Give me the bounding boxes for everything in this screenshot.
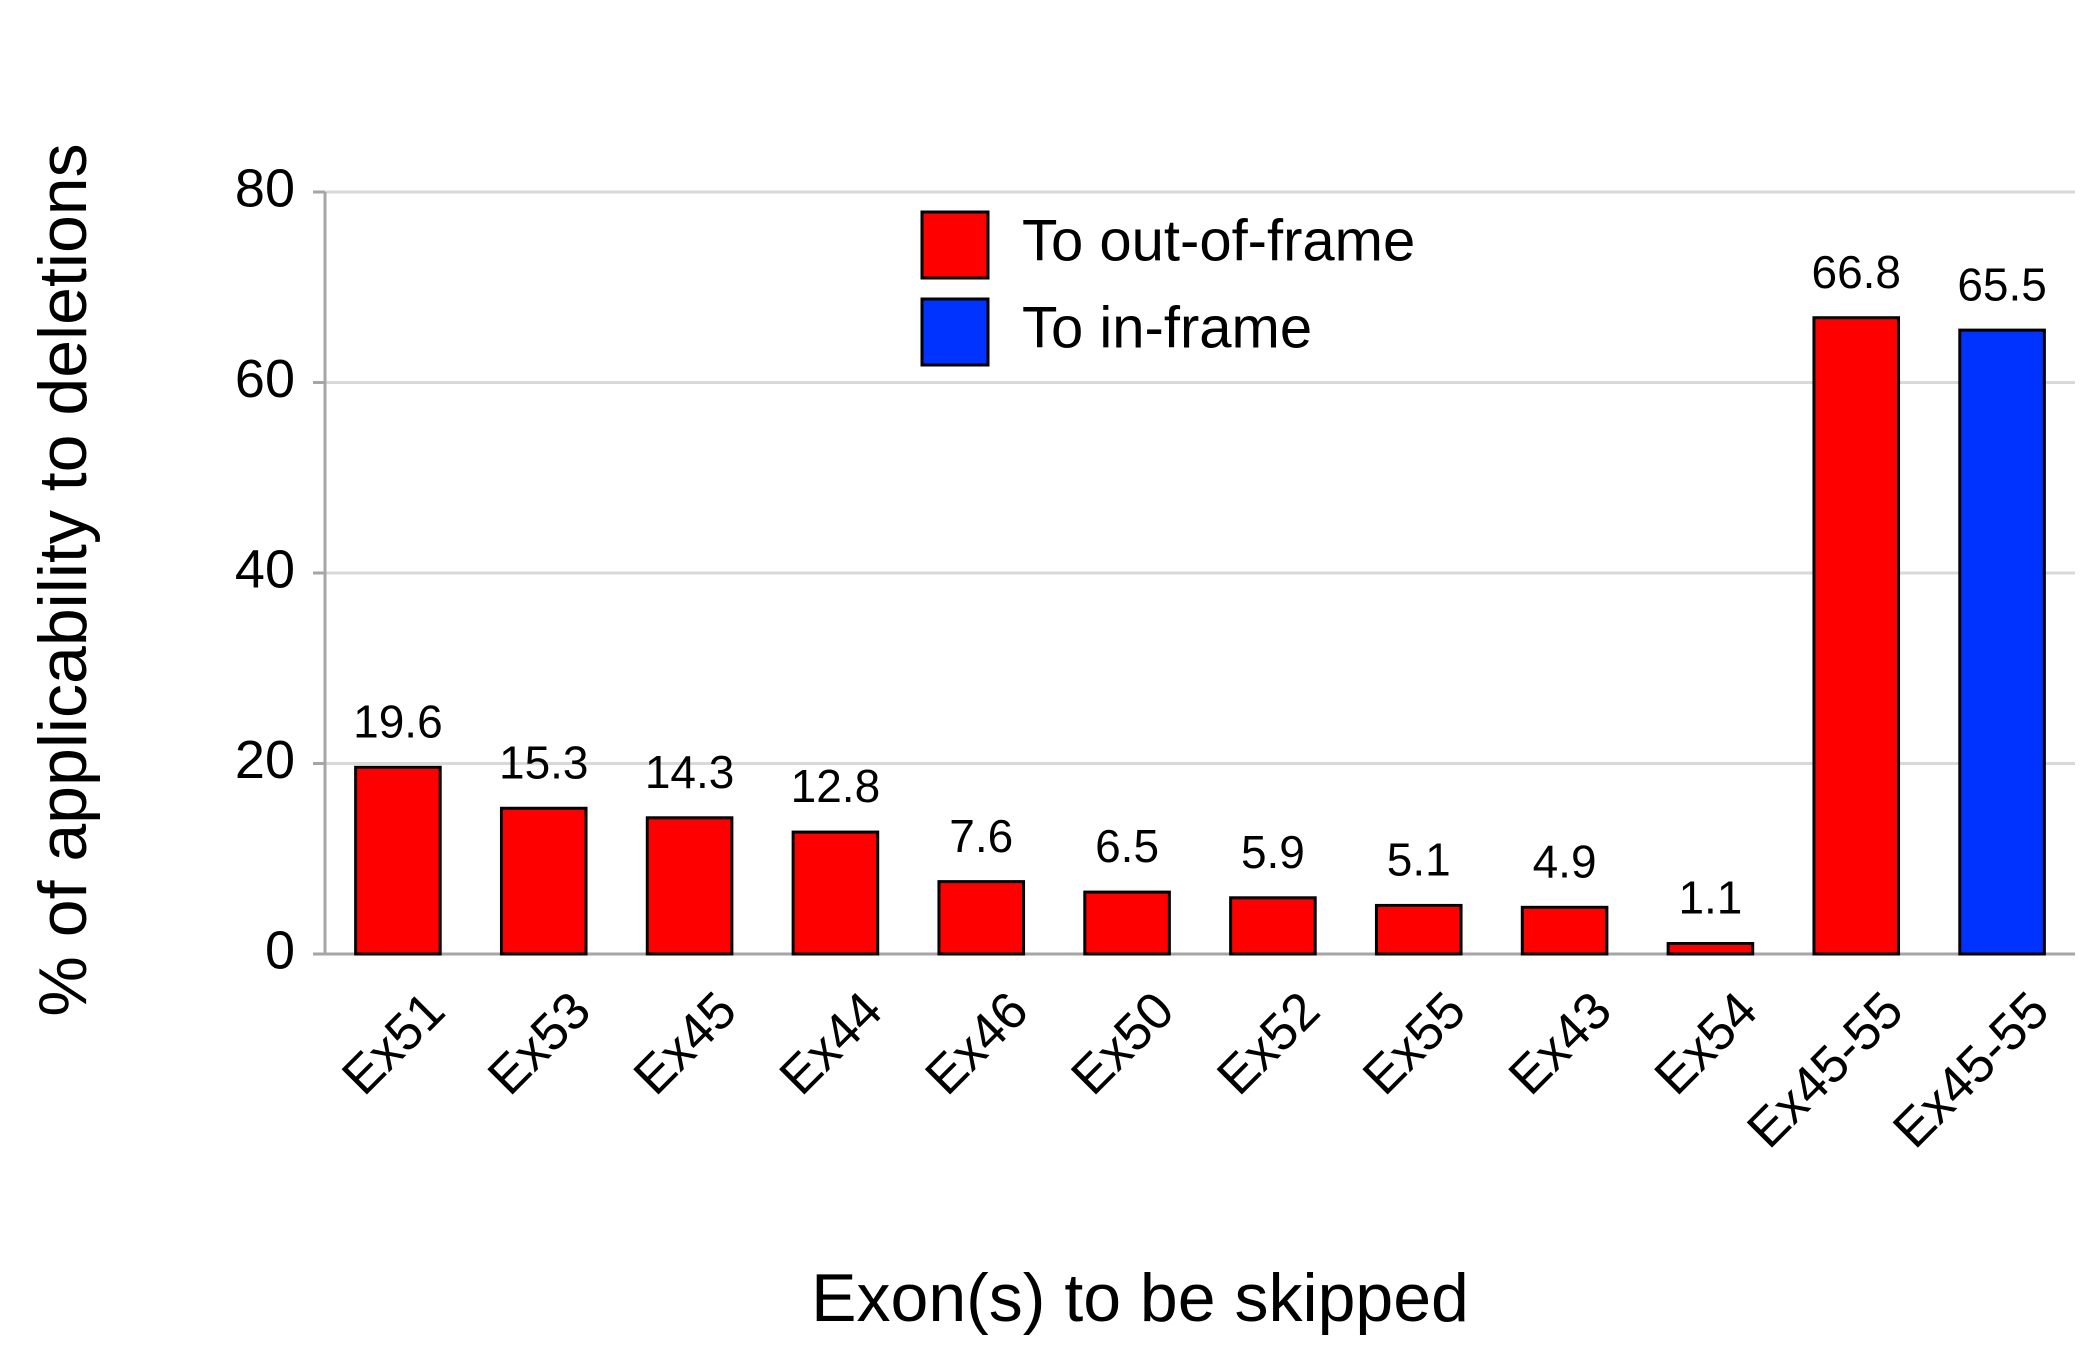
bar — [354, 765, 442, 956]
bar — [1520, 905, 1609, 956]
y-tick-label: 60 — [235, 349, 295, 409]
bar — [1666, 942, 1755, 956]
x-tick-label: Ex53 — [477, 981, 602, 1106]
x-tick-label: Ex50 — [1060, 981, 1185, 1106]
value-label: 15.3 — [499, 736, 589, 788]
x-tick-label: Ex46 — [915, 981, 1040, 1106]
x-tick-label: Ex55 — [1352, 981, 1477, 1106]
x-tick-label: Ex54 — [1644, 981, 1769, 1106]
value-label: 6.5 — [1095, 820, 1159, 872]
x-tick-label: Ex52 — [1206, 981, 1331, 1106]
y-tick-label: 0 — [265, 920, 295, 980]
value-label: 4.9 — [1533, 835, 1597, 887]
value-label: 7.6 — [949, 810, 1013, 862]
bar — [645, 816, 734, 956]
value-label: 5.9 — [1241, 826, 1305, 878]
y-axis-title: % of applicability to deletions — [25, 143, 101, 1016]
value-label: 65.5 — [1957, 258, 2047, 310]
y-tick-label: 40 — [235, 539, 295, 599]
y-tick-label: 80 — [235, 158, 295, 218]
legend-swatch — [920, 210, 990, 280]
x-tick-label: Ex51 — [331, 981, 456, 1106]
x-tick-label: Ex43 — [1498, 981, 1623, 1106]
y-tick-label: 20 — [235, 730, 295, 790]
bar — [1958, 328, 2046, 956]
x-tick-label: Ex45-55 — [1736, 981, 1914, 1159]
value-label: 19.6 — [353, 695, 443, 747]
bar — [1374, 903, 1463, 956]
bar — [1083, 890, 1171, 956]
bar — [791, 830, 880, 956]
value-label: 66.8 — [1811, 246, 1901, 298]
bar — [1812, 316, 1901, 956]
legend-label: To out-of-frame — [1022, 208, 1415, 273]
bar — [1229, 896, 1317, 956]
bar — [499, 806, 588, 956]
legend-label: To in-frame — [1022, 295, 1312, 360]
value-label: 5.1 — [1387, 834, 1451, 886]
value-label: 14.3 — [645, 746, 735, 798]
x-tick-label: Ex45-55 — [1882, 981, 2060, 1159]
x-tick-label: Ex44 — [769, 981, 894, 1106]
legend-swatch — [920, 297, 990, 367]
value-label: 12.8 — [791, 760, 881, 812]
x-tick-label: Ex45 — [623, 981, 748, 1106]
bar — [937, 880, 1026, 956]
x-axis-title: Exon(s) to be skipped — [811, 1260, 1469, 1336]
value-label: 1.1 — [1678, 872, 1742, 924]
